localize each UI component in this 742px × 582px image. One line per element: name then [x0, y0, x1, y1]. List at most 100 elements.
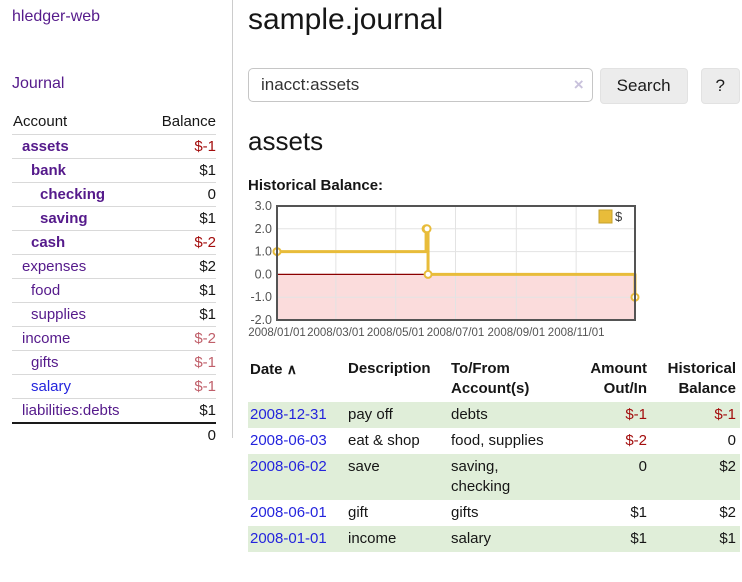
svg-text:2008/11/01: 2008/11/01 — [548, 327, 605, 339]
transaction-accounts: saving, checking — [451, 458, 511, 495]
register-header-balance: Historical Balance — [667, 360, 736, 397]
nav-journal-link[interactable]: Journal — [12, 75, 65, 92]
register-table: Date ∧ Description To/From Account(s) Am… — [248, 357, 740, 552]
register-row: 2008-01-01 income salary $1 $1 — [248, 526, 740, 552]
transaction-amount: $1 — [630, 530, 647, 547]
account-row: saving $1 — [12, 206, 216, 231]
register-header-tofrom: To/From Account(s) — [451, 360, 530, 397]
register-row: 2008-06-01 gift gifts $1 $2 — [248, 500, 740, 526]
account-link[interactable]: assets — [22, 138, 69, 155]
transaction-balance: $-1 — [714, 406, 736, 423]
transaction-accounts: food, supplies — [451, 432, 544, 449]
transaction-date-link[interactable]: 2008-06-02 — [250, 458, 327, 475]
accounts-balance-table: Account Balance assets $-1 bank $1 check… — [12, 110, 216, 447]
account-row: bank $1 — [12, 158, 216, 183]
account-section-title: assets — [248, 126, 324, 156]
main-content: sample.journal × Search ? assets Histori… — [248, 0, 740, 552]
transaction-amount: $-1 — [625, 406, 647, 423]
svg-text:2008/03/01: 2008/03/01 — [307, 327, 365, 339]
clear-search-icon[interactable]: × — [573, 75, 584, 94]
transaction-date-link[interactable]: 2008-12-31 — [250, 406, 327, 423]
svg-text:1.0: 1.0 — [255, 245, 272, 259]
transaction-description: pay off — [348, 406, 393, 423]
transaction-date-link[interactable]: 2008-06-03 — [250, 432, 327, 449]
app-title-link[interactable]: hledger-web — [12, 8, 101, 25]
account-balance: $1 — [146, 398, 216, 423]
account-link[interactable]: bank — [31, 162, 67, 179]
accounts-header-account: Account — [13, 113, 68, 130]
account-row: salary $-1 — [12, 374, 216, 399]
page-title: sample.journal — [248, 3, 444, 36]
transaction-description: eat & shop — [348, 432, 420, 449]
help-button[interactable]: ? — [700, 68, 740, 104]
account-row: assets $-1 — [12, 134, 216, 159]
account-link[interactable]: cash — [31, 234, 66, 251]
search-bar: × Search ? — [248, 68, 740, 104]
svg-text:-2.0: -2.0 — [250, 313, 272, 327]
transaction-accounts: salary — [451, 530, 492, 547]
account-row: income $-2 — [12, 326, 216, 351]
transaction-amount: $-2 — [625, 432, 647, 449]
search-input[interactable] — [248, 68, 593, 102]
transaction-date-link[interactable]: 2008-01-01 — [250, 530, 327, 547]
svg-text:0.0: 0.0 — [255, 267, 272, 281]
account-link[interactable]: saving — [40, 210, 88, 227]
transaction-description: gift — [348, 504, 369, 521]
sort-asc-icon: ∧ — [286, 361, 297, 377]
account-row: gifts $-1 — [12, 350, 216, 375]
account-balance: $-1 — [146, 374, 216, 399]
transaction-balance: $1 — [719, 530, 736, 547]
svg-text:3.0: 3.0 — [255, 201, 272, 213]
account-link[interactable]: supplies — [31, 306, 87, 323]
account-link[interactable]: income — [22, 330, 71, 347]
sidebar: hledger-web Journal Account Balance asse… — [0, 0, 233, 447]
register-row: 2008-06-02 save saving, checking 0 $2 — [248, 454, 740, 500]
account-balance: $2 — [146, 254, 216, 279]
register-header-row: Date ∧ Description To/From Account(s) Am… — [248, 357, 740, 402]
account-balance: $1 — [146, 302, 216, 327]
transaction-accounts: debts — [451, 406, 488, 423]
transaction-description: save — [348, 458, 380, 475]
account-link[interactable]: liabilities:debts — [22, 402, 120, 419]
account-link[interactable]: food — [31, 282, 61, 299]
svg-text:2008/09/01: 2008/09/01 — [488, 327, 546, 339]
transaction-date-link[interactable]: 2008-06-01 — [250, 504, 327, 521]
register-header-date[interactable]: Date ∧ — [250, 361, 297, 378]
account-balance: $1 — [146, 278, 216, 303]
account-balance: $-2 — [146, 230, 216, 255]
register-row: 2008-12-31 pay off debts $-1 $-1 — [248, 402, 740, 428]
transaction-accounts: gifts — [451, 504, 479, 521]
svg-text:2008/05/01: 2008/05/01 — [367, 327, 425, 339]
transaction-balance: $2 — [719, 504, 736, 521]
transaction-amount: 0 — [638, 458, 647, 475]
svg-text:2008/07/01: 2008/07/01 — [427, 327, 485, 339]
svg-text:-1.0: -1.0 — [250, 290, 272, 304]
svg-text:2.0: 2.0 — [255, 222, 272, 236]
account-row: expenses $2 — [12, 254, 216, 279]
transaction-description: income — [348, 530, 397, 547]
account-row: food $1 — [12, 278, 216, 303]
accounts-total-row: 0 — [12, 422, 216, 447]
account-row: checking 0 — [12, 182, 216, 207]
register-header-description: Description — [348, 360, 431, 377]
account-balance: 0 — [146, 182, 216, 207]
account-balance: $1 — [146, 206, 216, 231]
account-balance: $-2 — [146, 326, 216, 351]
account-link[interactable]: gifts — [31, 354, 59, 371]
account-link[interactable]: expenses — [22, 258, 87, 275]
transaction-amount: $1 — [630, 504, 647, 521]
svg-text:$: $ — [615, 209, 623, 224]
register-header-amount: Amount Out/In — [590, 360, 647, 397]
account-balance: $1 — [146, 158, 216, 183]
account-balance: $-1 — [146, 350, 216, 375]
accounts-total-value: 0 — [146, 422, 216, 447]
transaction-balance: 0 — [727, 432, 736, 449]
account-balance: $-1 — [146, 134, 216, 159]
historical-balance-chart: $3.0 2.0 1.0 0.0 -1.0 -2.0 2008/01/01 2008/03/0… — [248, 199, 740, 347]
account-link[interactable]: checking — [40, 186, 106, 203]
account-link[interactable]: salary — [31, 378, 72, 395]
search-button[interactable]: Search — [599, 68, 688, 104]
account-row: cash $-2 — [12, 230, 216, 255]
account-row: liabilities:debts $1 — [12, 398, 216, 423]
